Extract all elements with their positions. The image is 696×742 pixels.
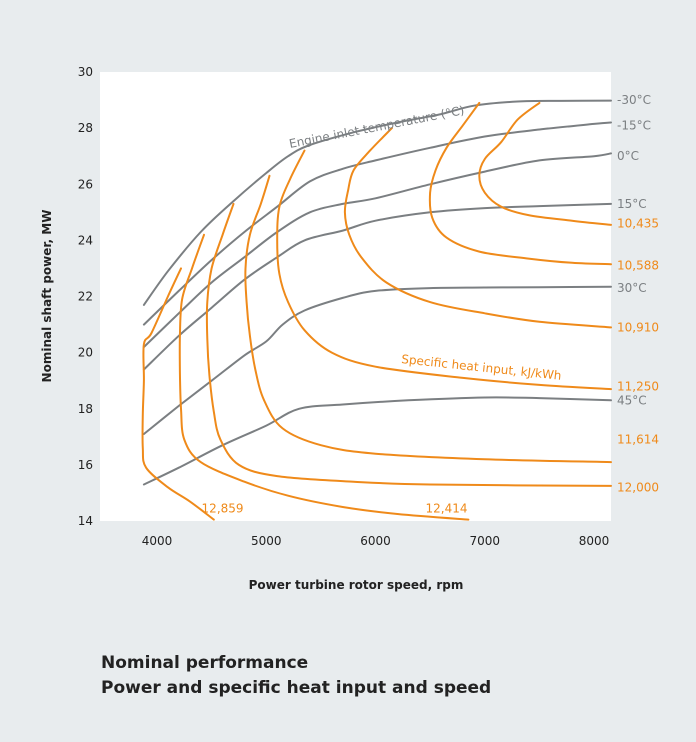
heat-input-line-2 xyxy=(343,127,612,329)
temperature-line-0 xyxy=(142,99,612,306)
temperature-end-label: 30°C xyxy=(617,281,647,295)
heat-input-line-6 xyxy=(178,233,470,521)
heat-input-line-1 xyxy=(428,101,612,266)
y-tick-label: 28 xyxy=(78,121,93,135)
heat-input-end-label: 12,000 xyxy=(617,480,659,494)
heat-input-line-4 xyxy=(244,174,612,464)
temperature-line-1 xyxy=(142,121,612,326)
y-tick-label: 20 xyxy=(78,346,93,360)
temperature-end-label: -30°C xyxy=(617,93,651,107)
y-tick-label: 22 xyxy=(78,290,93,304)
y-tick-label: 26 xyxy=(78,177,93,191)
x-tick-label: 4000 xyxy=(142,534,173,548)
y-tick-label: 18 xyxy=(78,402,93,416)
heat-input-line-0 xyxy=(478,101,612,226)
temperature-line-3 xyxy=(142,202,612,371)
heat-input-line-7 xyxy=(141,267,215,521)
y-tick-label: 16 xyxy=(78,458,93,472)
heat-input-end-label: 10,435 xyxy=(617,217,659,231)
heat-input-curve-label: 12,414 xyxy=(426,502,468,516)
temperature-end-label: 15°C xyxy=(617,197,647,211)
x-tick-label: 7000 xyxy=(469,534,500,548)
heat-input-end-label: 11,614 xyxy=(617,433,659,447)
heat-input-line-5 xyxy=(205,202,612,487)
y-tick-label: 14 xyxy=(78,514,93,528)
y-axis-label: Nominal shaft power, MW xyxy=(40,210,54,383)
y-tick-label: 24 xyxy=(78,233,93,247)
figure-caption: Nominal performance Power and specific h… xyxy=(101,651,491,701)
x-tick-label: 6000 xyxy=(360,534,391,548)
temperature-line-5 xyxy=(142,396,612,486)
y-tick-label: 30 xyxy=(78,65,93,79)
heat-input-end-label: 10,588 xyxy=(617,259,659,273)
temperature-end-label: -15°C xyxy=(617,118,651,132)
x-tick-label: 5000 xyxy=(251,534,282,548)
x-tick-label: 8000 xyxy=(579,534,610,548)
temperature-end-label: 0°C xyxy=(617,149,639,163)
heat-input-line-3 xyxy=(276,149,612,391)
heat-input-end-label: 10,910 xyxy=(617,320,659,334)
plot-area xyxy=(100,72,611,521)
caption-subtitle: Power and specific heat input and speed xyxy=(101,678,492,698)
temperature-line-2 xyxy=(142,152,612,348)
heat-input-end-label: 11,250 xyxy=(617,379,659,393)
temperature-line-4 xyxy=(142,285,612,435)
heat-input-curve-label: 12,859 xyxy=(202,502,244,516)
caption-title: Nominal performance xyxy=(101,653,309,673)
x-axis-label: Power turbine rotor speed, rpm xyxy=(249,578,464,592)
temperature-end-label: 45°C xyxy=(617,393,647,407)
